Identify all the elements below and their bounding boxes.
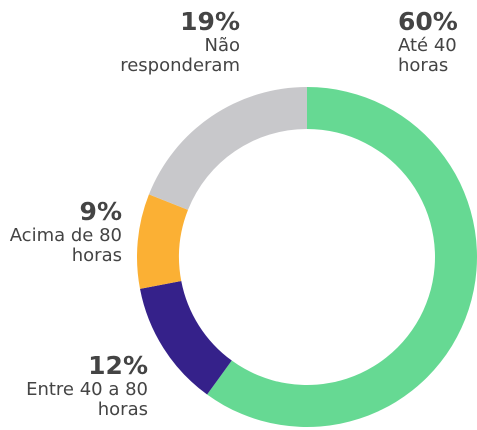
donut-segment bbox=[148, 86, 307, 210]
donut-segment bbox=[140, 280, 232, 395]
category-label: Não responderam bbox=[120, 34, 240, 77]
category-label: Até 40 horas bbox=[398, 34, 457, 77]
segment-label: 12% Entre 40 a 80 horas bbox=[0, 352, 148, 421]
segment-label: 60% Até 40 horas bbox=[398, 8, 477, 77]
percent-label: 60% bbox=[398, 7, 458, 36]
segment-label: 9% Acima de 80 horas bbox=[0, 198, 122, 267]
segment-label: 19% Não responderam bbox=[80, 8, 240, 77]
category-label: Acima de 80 horas bbox=[9, 224, 122, 267]
donut-segment bbox=[207, 87, 477, 427]
percent-label: 19% bbox=[180, 7, 240, 36]
percent-label: 12% bbox=[88, 351, 148, 380]
category-label: Entre 40 a 80 horas bbox=[26, 378, 148, 421]
donut-segment bbox=[137, 194, 188, 289]
percent-label: 9% bbox=[79, 197, 122, 226]
